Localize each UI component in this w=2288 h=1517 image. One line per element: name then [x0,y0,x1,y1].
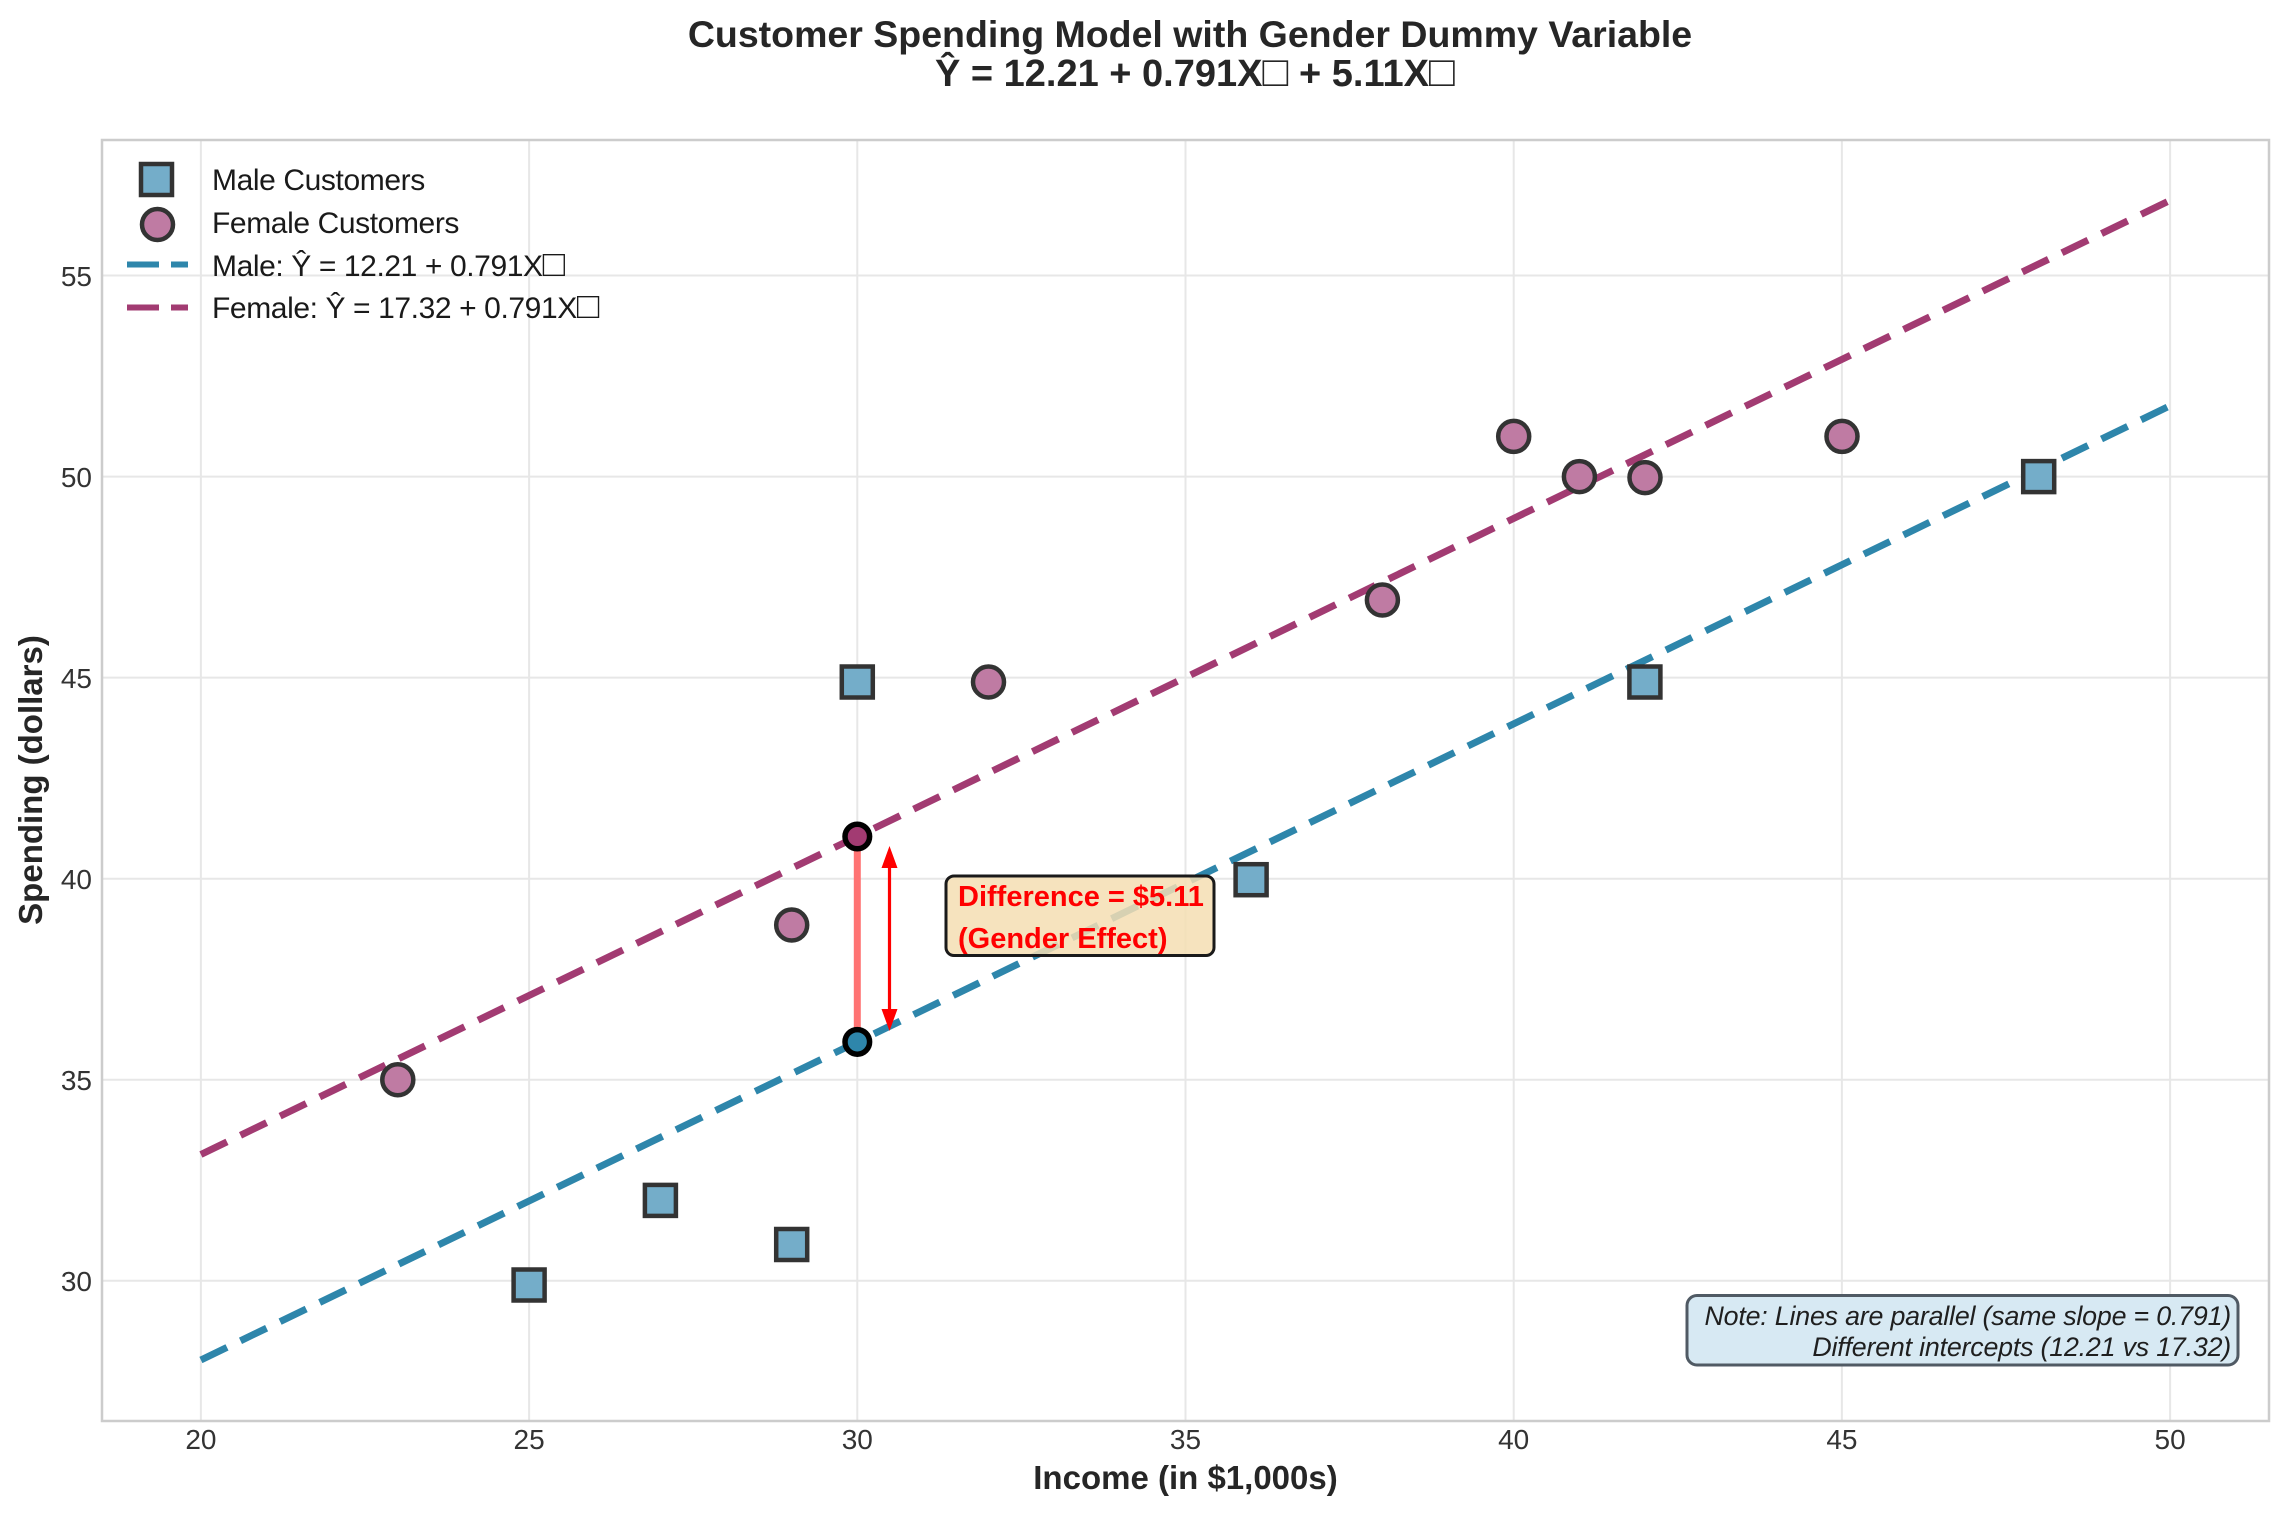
svg-text:Customer Spending Model with G: Customer Spending Model with Gender Dumm… [688,13,1692,55]
svg-text:Difference = $5.11: Difference = $5.11 [958,881,1204,913]
svg-text:Ŷ = 12.21 + 0.791X□ + 5.11X□: Ŷ = 12.21 + 0.791X□ + 5.11X□ [935,48,1455,96]
svg-text:Female: Ŷ = 17.32 + 0.791X□: Female: Ŷ = 17.32 + 0.791X□ [212,285,600,326]
svg-text:Different intercepts (12.21 vs: Different intercepts (12.21 vs 17.32) [1812,1332,2231,1362]
svg-text:Male: Ŷ = 12.21 + 0.791X□: Male: Ŷ = 12.21 + 0.791X□ [212,243,566,284]
svg-text:40: 40 [1498,1424,1529,1455]
svg-text:55: 55 [61,261,92,292]
svg-text:50: 50 [2155,1424,2186,1455]
svg-text:45: 45 [61,663,92,694]
svg-text:30: 30 [61,1266,92,1297]
svg-text:Income (in $1,000s): Income (in $1,000s) [1033,1459,1337,1496]
svg-text:35: 35 [1170,1424,1201,1455]
svg-text:(Gender Effect): (Gender Effect) [958,923,1167,955]
svg-text:45: 45 [1826,1424,1857,1455]
svg-text:20: 20 [185,1424,216,1455]
svg-text:40: 40 [61,864,92,895]
svg-text:35: 35 [61,1065,92,1096]
svg-text:Female Customers: Female Customers [212,207,459,240]
svg-text:Note: Lines are parallel (same: Note: Lines are parallel (same slope = 0… [1705,1301,2232,1331]
svg-text:Male Customers: Male Customers [212,164,425,197]
svg-text:50: 50 [61,462,92,493]
svg-text:25: 25 [514,1424,545,1455]
svg-text:Spending (dollars): Spending (dollars) [12,635,49,925]
svg-text:30: 30 [842,1424,873,1455]
